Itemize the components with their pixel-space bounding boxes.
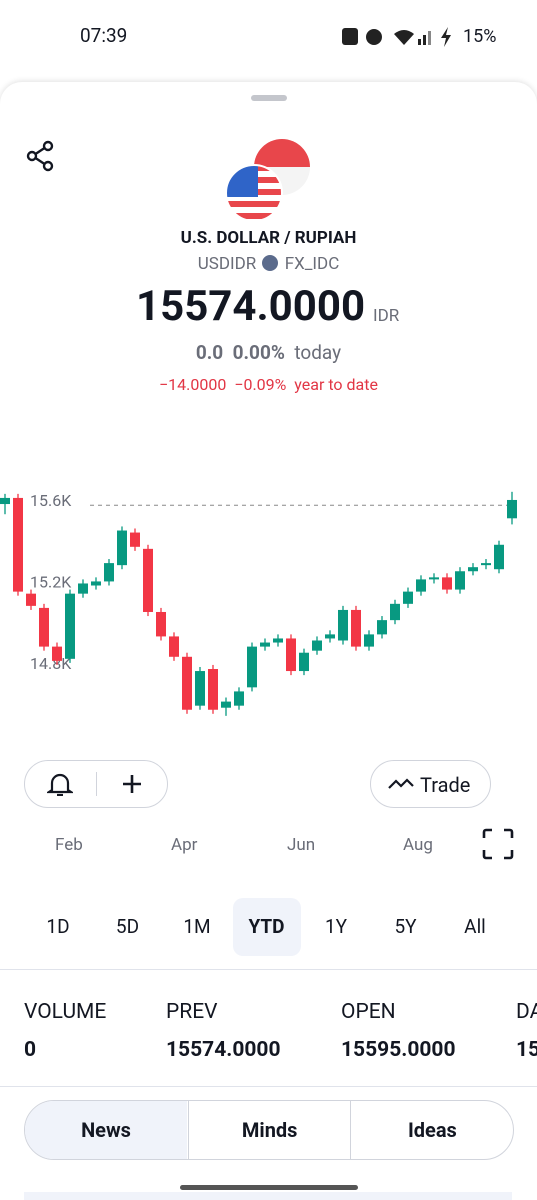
candle-body xyxy=(286,638,296,672)
candle-body xyxy=(429,577,439,580)
change-row: 0.0 0.00% today xyxy=(0,341,537,364)
stat-value: 0 xyxy=(24,1038,37,1062)
candle-body xyxy=(247,646,257,688)
candle-body xyxy=(325,634,335,639)
add-button[interactable] xyxy=(121,773,143,795)
candle-body xyxy=(39,607,49,647)
drag-handle[interactable] xyxy=(251,95,287,101)
candle-body xyxy=(52,646,62,661)
battery: 15% xyxy=(463,26,497,47)
range-button[interactable]: 1M xyxy=(183,915,211,938)
candle-body xyxy=(143,548,153,612)
candle-body xyxy=(338,609,348,641)
change-pct: 0.00% xyxy=(232,341,285,364)
y-tick-label: 15.6K xyxy=(30,491,72,510)
candle-body xyxy=(403,591,413,604)
candle-body xyxy=(273,638,283,643)
candle-body xyxy=(507,499,517,519)
candle-body xyxy=(156,611,166,637)
candle-body xyxy=(26,593,36,606)
candle-body xyxy=(78,583,88,594)
candle-body xyxy=(117,530,127,566)
ytd-change: −14.0000 xyxy=(159,375,227,394)
candle-body xyxy=(65,593,75,659)
change: 0.0 xyxy=(195,341,224,364)
candle-body xyxy=(221,701,231,708)
y-tick-label: 15.2K xyxy=(30,572,72,591)
tab[interactable]: News xyxy=(25,1101,187,1159)
chart-toolbar xyxy=(24,760,168,808)
candle-body xyxy=(364,634,374,647)
candle-body xyxy=(260,642,270,647)
candle-body xyxy=(494,544,504,570)
range-button[interactable]: YTD xyxy=(232,898,301,956)
candle-body xyxy=(234,691,244,706)
candle-body xyxy=(390,603,400,621)
x-axis-label: Apr xyxy=(171,835,198,855)
share-button[interactable] xyxy=(26,140,58,172)
candle-body xyxy=(351,609,361,647)
price: 15574.0000 xyxy=(136,282,366,331)
range-button[interactable]: 5D xyxy=(115,915,140,938)
x-axis-label: Feb xyxy=(55,835,83,855)
status-bar: 07:39 15% xyxy=(0,0,537,90)
tab[interactable]: Ideas xyxy=(350,1101,513,1159)
stat-label: PREV xyxy=(166,1000,218,1024)
stat-label: OPEN xyxy=(341,1000,396,1024)
candle-body xyxy=(169,636,179,657)
content-preview xyxy=(24,1192,512,1200)
candle-body xyxy=(91,581,101,586)
tab-bar: News Minds Ideas xyxy=(24,1100,514,1160)
change-period: today xyxy=(294,341,342,364)
stat-label: DA xyxy=(516,1000,537,1024)
alert-button[interactable] xyxy=(47,772,73,796)
candle-body xyxy=(468,567,478,572)
symbol: USDIDR xyxy=(197,254,257,274)
time: 07:39 xyxy=(80,24,128,47)
candle-body xyxy=(312,640,322,651)
candle-body xyxy=(455,571,465,590)
x-axis-label: Jun xyxy=(287,835,316,855)
candle-body xyxy=(195,671,205,706)
flags-icon xyxy=(225,139,310,222)
range-button[interactable]: 5Y xyxy=(394,915,417,938)
x-axis-label: Aug xyxy=(403,835,433,855)
ytd-change-pct: −0.09% xyxy=(234,375,287,394)
exchange: FX_IDC xyxy=(284,254,340,274)
candle-body xyxy=(481,563,491,566)
candle-body xyxy=(416,579,426,592)
candle-body xyxy=(182,656,192,710)
fullscreen-button[interactable] xyxy=(482,828,514,860)
range-button[interactable]: All xyxy=(464,915,486,938)
range-button[interactable]: 1Y xyxy=(324,915,348,938)
candle-body xyxy=(104,563,114,582)
stat-value: 15595.0000 xyxy=(341,1038,456,1062)
trade-button[interactable]: Trade xyxy=(370,760,491,808)
candle-body xyxy=(208,669,218,710)
status-icons xyxy=(342,27,451,47)
candle-body xyxy=(130,532,140,547)
ytd-row: −14.0000 −0.09% year to date xyxy=(0,375,537,394)
exchange-icon xyxy=(262,255,279,271)
range-button[interactable]: 1D xyxy=(46,915,70,938)
candle-body xyxy=(442,577,452,590)
candle-body xyxy=(377,620,387,635)
trade-label: Trade xyxy=(420,773,471,797)
currency: IDR xyxy=(373,306,400,326)
stat-value: 15574.0000 xyxy=(166,1038,281,1062)
home-indicator xyxy=(180,1185,358,1190)
stat-value: 15 xyxy=(516,1038,537,1062)
ytd-period: year to date xyxy=(294,375,378,394)
tab[interactable]: Minds xyxy=(187,1101,351,1159)
candle-body xyxy=(299,652,309,672)
candle-body xyxy=(0,497,10,505)
instrument-meta: USDIDR FX_IDC xyxy=(0,254,537,274)
candle-body xyxy=(13,497,23,592)
stat-label: VOLUME xyxy=(24,1000,107,1024)
instrument-title: U.S. DOLLAR / RUPIAH xyxy=(180,228,357,248)
